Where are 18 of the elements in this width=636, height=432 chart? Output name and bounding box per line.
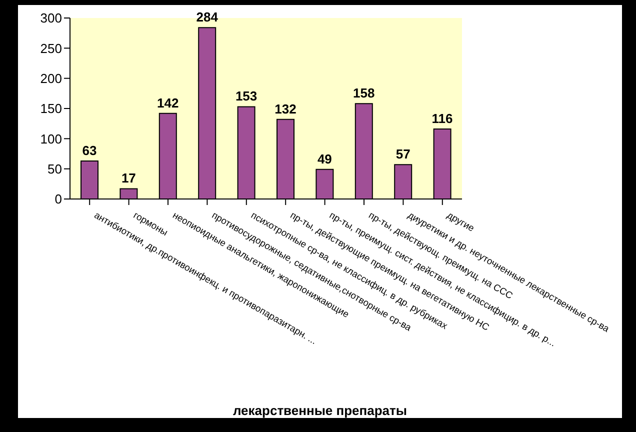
data-label: 153 bbox=[235, 88, 258, 104]
data-label: 49 bbox=[317, 151, 332, 166]
data-label: 142 bbox=[157, 95, 179, 110]
data-label: 63 bbox=[82, 142, 97, 158]
y-tick-label: 50 bbox=[48, 161, 62, 176]
y-tick-label: 200 bbox=[40, 70, 62, 86]
data-label: 284 bbox=[196, 10, 219, 25]
data-label: 116 bbox=[432, 111, 453, 126]
data-label: 17 bbox=[121, 170, 136, 186]
data-label: 132 bbox=[274, 101, 296, 116]
y-tick-label: 100 bbox=[40, 131, 62, 146]
y-tick-label: 150 bbox=[40, 101, 62, 116]
data-label: 57 bbox=[396, 146, 410, 162]
y-tick-label: 250 bbox=[40, 40, 62, 56]
y-tick-label: 0 bbox=[54, 192, 62, 207]
data-label: 158 bbox=[353, 86, 375, 101]
x-axis-title: лекарственные препараты bbox=[232, 403, 408, 418]
y-tick-label: 300 bbox=[40, 10, 62, 26]
